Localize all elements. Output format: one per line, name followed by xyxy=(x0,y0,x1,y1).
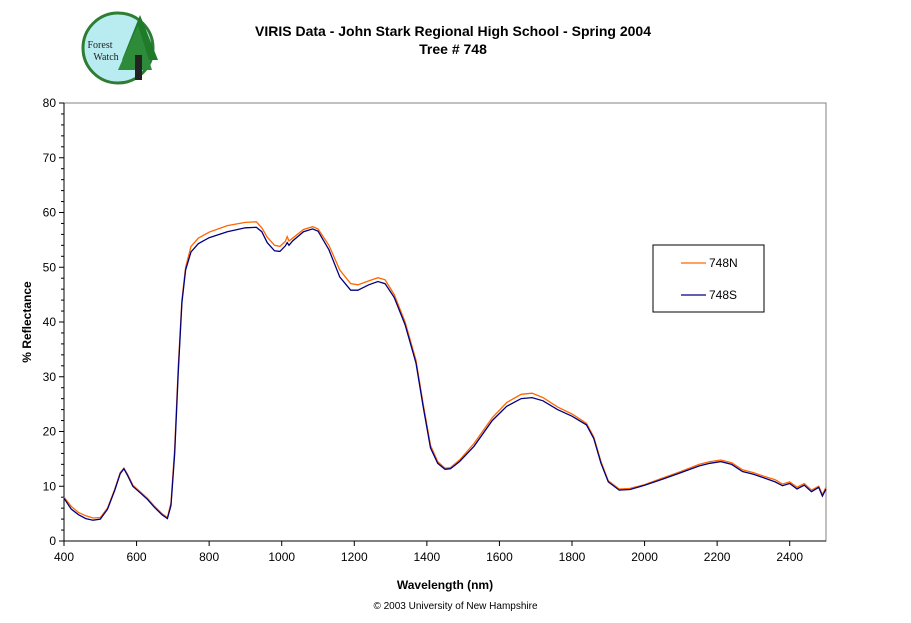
y-tick-label: 60 xyxy=(43,206,57,220)
x-tick-label: 1000 xyxy=(268,550,295,564)
chart-title: VIRIS Data - John Stark Regional High Sc… xyxy=(0,22,906,58)
x-tick-label: 1200 xyxy=(341,550,368,564)
x-tick-label: 600 xyxy=(127,550,147,564)
plot-area xyxy=(63,102,827,542)
x-tick-label: 2000 xyxy=(631,550,658,564)
legend-label-748N: 748N xyxy=(709,256,738,270)
forest-watch-logo: Forest Watch xyxy=(81,11,158,85)
y-tick-label: 80 xyxy=(43,96,57,110)
y-tick-label: 70 xyxy=(43,151,57,165)
legend-label-748S: 748S xyxy=(709,288,737,302)
title-line-2: Tree # 748 xyxy=(419,41,487,57)
x-tick-label: 1600 xyxy=(486,550,513,564)
x-tick-label: 1800 xyxy=(559,550,586,564)
x-tick-label: 800 xyxy=(199,550,219,564)
x-tick-label: 2400 xyxy=(776,550,803,564)
x-tick-label: 1400 xyxy=(414,550,441,564)
title-line-1: VIRIS Data - John Stark Regional High Sc… xyxy=(255,23,651,39)
y-tick-label: 30 xyxy=(43,370,57,384)
copyright: © 2003 University of New Hampshire xyxy=(373,601,538,612)
svg-text:Watch: Watch xyxy=(93,52,118,63)
y-tick-label: 10 xyxy=(43,479,57,493)
svg-text:Forest: Forest xyxy=(88,40,113,51)
y-axis-label: % Reflectance xyxy=(20,281,34,363)
y-tick-label: 0 xyxy=(49,534,56,548)
legend: 748N 748S xyxy=(652,244,765,313)
series-line-748S xyxy=(63,226,827,521)
x-tick-label: 2200 xyxy=(704,550,731,564)
x-axis-label: Wavelength (nm) xyxy=(397,578,493,592)
x-tick-label: 400 xyxy=(54,550,74,564)
series-line-748N xyxy=(63,221,827,519)
y-tick-label: 40 xyxy=(43,315,57,329)
y-tick-label: 20 xyxy=(43,425,57,439)
y-tick-label: 50 xyxy=(43,260,57,274)
